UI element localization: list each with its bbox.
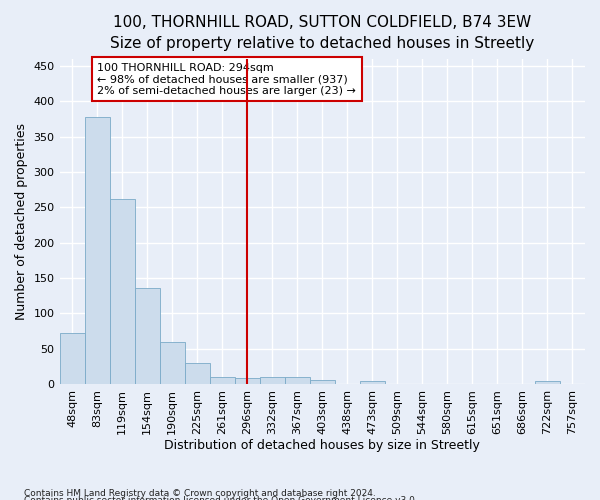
Y-axis label: Number of detached properties: Number of detached properties: [15, 123, 28, 320]
Bar: [360, 381, 385, 384]
Bar: [235, 378, 260, 384]
Title: 100, THORNHILL ROAD, SUTTON COLDFIELD, B74 3EW
Size of property relative to deta: 100, THORNHILL ROAD, SUTTON COLDFIELD, B…: [110, 15, 535, 51]
Bar: [185, 363, 209, 384]
Bar: [535, 381, 560, 384]
Text: Contains HM Land Registry data © Crown copyright and database right 2024.: Contains HM Land Registry data © Crown c…: [24, 488, 376, 498]
Bar: [285, 377, 310, 384]
Bar: [59, 333, 85, 384]
Text: 100 THORNHILL ROAD: 294sqm
← 98% of detached houses are smaller (937)
2% of semi: 100 THORNHILL ROAD: 294sqm ← 98% of deta…: [97, 62, 356, 96]
X-axis label: Distribution of detached houses by size in Streetly: Distribution of detached houses by size …: [164, 440, 480, 452]
Bar: [260, 377, 285, 384]
Bar: [160, 342, 185, 384]
Bar: [85, 117, 110, 384]
Bar: [310, 380, 335, 384]
Bar: [134, 288, 160, 384]
Bar: [110, 199, 134, 384]
Bar: [209, 377, 235, 384]
Text: Contains public sector information licensed under the Open Government Licence v3: Contains public sector information licen…: [24, 496, 418, 500]
